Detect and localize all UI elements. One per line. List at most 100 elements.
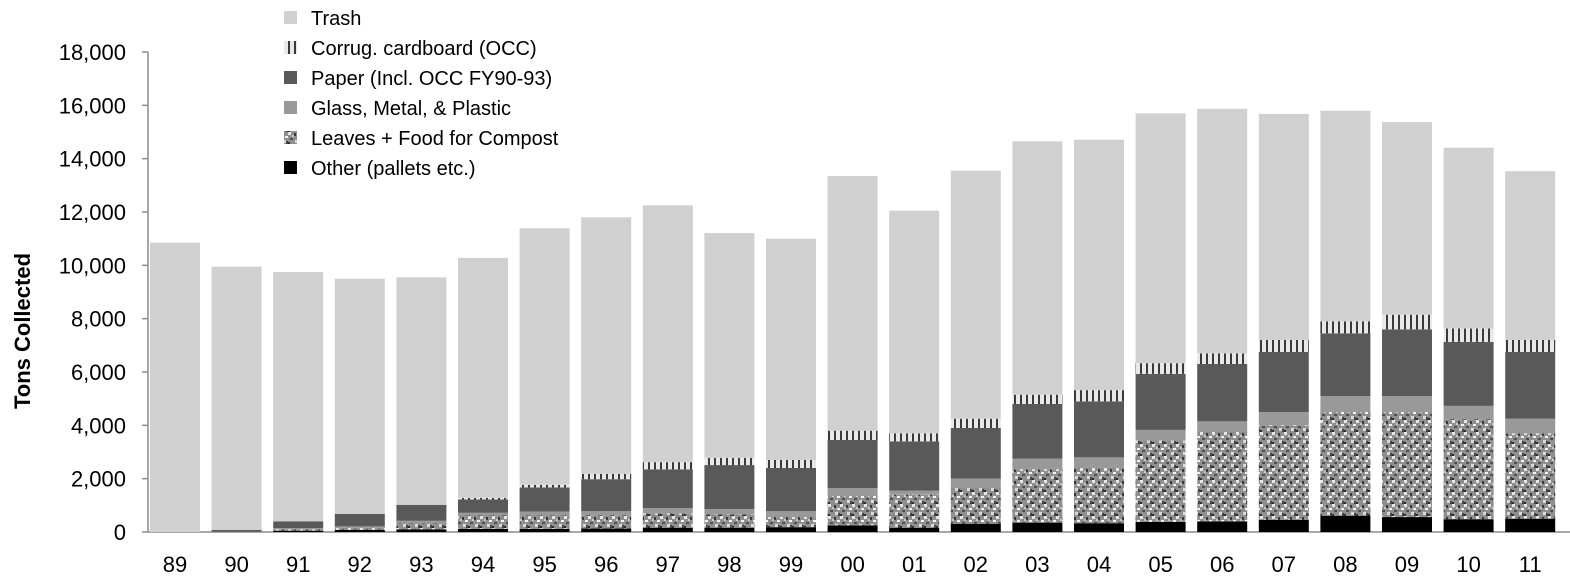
bar-segment-paper-incl-occ-fy90-93-95	[519, 487, 570, 512]
bar-segment-paper-incl-occ-fy90-93-98	[704, 465, 755, 510]
bar-segment-corrug-cardboard-occ-95	[519, 484, 570, 488]
bar-segment-glass-metal-plastic-06	[1197, 421, 1248, 432]
bar-segment-glass-metal-plastic-04	[1074, 457, 1124, 468]
bar-segment-other-pallets-etc-08	[1320, 516, 1371, 532]
x-tick-label: 10	[1456, 552, 1480, 577]
legend-label: Other (pallets etc.)	[311, 158, 476, 180]
bar-segment-paper-incl-occ-fy90-93-96	[581, 479, 632, 512]
bar-segment-other-pallets-etc-98	[704, 527, 755, 532]
bar-segment-other-pallets-etc-97	[642, 528, 693, 532]
bar-segment-other-pallets-etc-92	[334, 529, 385, 532]
bar-segment-leaves-food-for-compost-09	[1382, 412, 1432, 518]
bar-segment-paper-incl-occ-fy90-93-06	[1197, 364, 1248, 422]
bar-segment-glass-metal-plastic-99	[766, 511, 816, 518]
bar-segment-leaves-food-for-compost-95	[519, 515, 570, 529]
bar-segment-paper-incl-occ-fy90-93-90	[211, 529, 262, 532]
legend-label: Trash	[311, 8, 361, 30]
bar-segment-trash-05	[1135, 113, 1186, 364]
bar-segment-other-pallets-etc-07	[1258, 520, 1309, 532]
bar-segment-other-pallets-etc-96	[581, 528, 632, 532]
bar-segment-corrug-cardboard-occ-11	[1505, 340, 1556, 352]
y-tick-label: 6,000	[71, 360, 126, 385]
bar-segment-other-pallets-etc-04	[1074, 523, 1124, 532]
bar-segment-paper-incl-occ-fy90-93-99	[766, 468, 816, 512]
x-tick-label: 05	[1148, 552, 1172, 577]
bar-segment-trash-94	[458, 257, 508, 498]
legend-swatch	[284, 11, 297, 24]
bar-segment-other-pallets-etc-09	[1382, 517, 1432, 532]
bar-segment-paper-incl-occ-fy90-93-91	[273, 521, 324, 528]
bar-segment-glass-metal-plastic-97	[642, 508, 693, 514]
legend-swatch	[284, 161, 297, 174]
bar-segment-other-pallets-etc-10	[1443, 519, 1494, 532]
bar-segment-glass-metal-plastic-11	[1505, 418, 1556, 434]
bar-segment-trash-96	[581, 217, 632, 474]
bar-segment-leaves-food-for-compost-93	[396, 523, 447, 530]
x-tick-label: 99	[779, 552, 803, 577]
legend-swatch	[284, 101, 297, 114]
bar-segment-trash-03	[1012, 141, 1063, 395]
bar-segment-trash-00	[827, 176, 878, 431]
bar-segment-glass-metal-plastic-09	[1382, 396, 1432, 412]
bar-segment-glass-metal-plastic-03	[1012, 458, 1063, 470]
bar-segment-glass-metal-plastic-08	[1320, 396, 1371, 412]
bar-segment-paper-incl-occ-fy90-93-92	[334, 513, 385, 527]
bar-segment-paper-incl-occ-fy90-93-03	[1012, 404, 1063, 459]
bar-segment-paper-incl-occ-fy90-93-93	[396, 504, 447, 521]
bar-segment-leaves-food-for-compost-96	[581, 515, 632, 529]
bar-segment-leaves-food-for-compost-00	[827, 496, 878, 526]
bar-segment-trash-10	[1443, 147, 1494, 329]
bar-segment-trash-89	[150, 242, 200, 532]
y-ticks: 0 2,000 4,000 6,000 8,000 10,000 12,000 14,000 1…	[59, 40, 148, 545]
bar-segment-other-pallets-etc-91	[273, 530, 324, 532]
y-tick-label: 0	[114, 520, 126, 545]
bar-segment-trash-98	[704, 233, 755, 458]
bar-segment-other-pallets-etc-95	[519, 528, 570, 532]
x-tick-label: 90	[224, 552, 248, 577]
y-tick-label: 8,000	[71, 307, 126, 332]
bar-segment-corrug-cardboard-occ-02	[950, 418, 1001, 428]
bar-segment-glass-metal-plastic-98	[704, 509, 755, 515]
y-tick-label: 2,000	[71, 467, 126, 492]
bar-segment-glass-metal-plastic-07	[1258, 412, 1309, 426]
bar-segment-paper-incl-occ-fy90-93-01	[889, 441, 940, 491]
bar-segment-glass-metal-plastic-94	[458, 512, 508, 516]
bar-segment-paper-incl-occ-fy90-93-97	[642, 469, 693, 508]
x-tick-label: 89	[163, 552, 187, 577]
x-tick-label: 94	[471, 552, 495, 577]
bar-segment-other-pallets-etc-03	[1012, 522, 1063, 532]
bar-segment-paper-incl-occ-fy90-93-05	[1135, 373, 1186, 430]
bar-segment-glass-metal-plastic-05	[1135, 429, 1186, 441]
y-tick-label: 12,000	[59, 200, 126, 225]
bar-segment-trash-93	[396, 277, 447, 505]
x-tick-label: 04	[1087, 552, 1111, 577]
x-tick-label: 03	[1025, 552, 1049, 577]
bar-segment-trash-01	[889, 210, 940, 434]
x-tick-label: 92	[348, 552, 372, 577]
bar-segment-corrug-cardboard-occ-03	[1012, 394, 1063, 404]
bar-segment-leaves-food-for-compost-03	[1012, 469, 1063, 523]
bar-segment-corrug-cardboard-occ-00	[827, 430, 878, 440]
x-tick-label: 08	[1333, 552, 1357, 577]
bar-segment-other-pallets-etc-93	[396, 529, 447, 532]
bar-segment-leaves-food-for-compost-11	[1505, 433, 1556, 519]
x-tick-label: 06	[1210, 552, 1234, 577]
bar-segment-trash-11	[1505, 171, 1556, 340]
bar-segment-trash-02	[950, 170, 1001, 419]
legend-swatch	[284, 131, 297, 144]
bar-segment-trash-08	[1320, 110, 1371, 322]
bar-segment-trash-95	[519, 228, 570, 485]
x-tick-label: 96	[594, 552, 618, 577]
bar-segment-other-pallets-etc-02	[950, 524, 1001, 532]
y-tick-label: 10,000	[59, 253, 126, 278]
y-tick-label: 18,000	[59, 40, 126, 65]
bar-segment-glass-metal-plastic-93	[396, 520, 447, 524]
bar-segment-glass-metal-plastic-91	[273, 528, 324, 530]
bar-segment-leaves-food-for-compost-02	[950, 488, 1001, 524]
bar-segment-leaves-food-for-compost-92	[334, 527, 385, 530]
y-tick-label: 14,000	[59, 147, 126, 172]
x-tick-label: 11	[1519, 552, 1542, 577]
bar-segment-trash-07	[1258, 113, 1309, 340]
bar-segment-leaves-food-for-compost-99	[766, 517, 816, 528]
bar-segment-leaves-food-for-compost-10	[1443, 419, 1494, 520]
